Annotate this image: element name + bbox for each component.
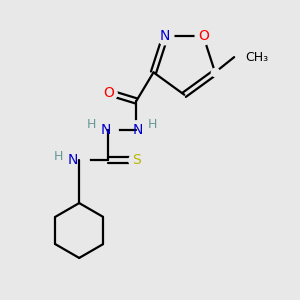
Text: S: S (132, 153, 141, 167)
Text: H: H (87, 118, 96, 131)
Text: H: H (148, 118, 157, 131)
Text: H: H (53, 150, 63, 163)
Text: O: O (103, 85, 114, 100)
Text: N: N (67, 153, 77, 167)
Text: O: O (198, 29, 209, 43)
Text: N: N (101, 122, 111, 136)
Text: N: N (160, 29, 170, 43)
Text: CH₃: CH₃ (245, 51, 268, 64)
Text: N: N (133, 122, 143, 136)
